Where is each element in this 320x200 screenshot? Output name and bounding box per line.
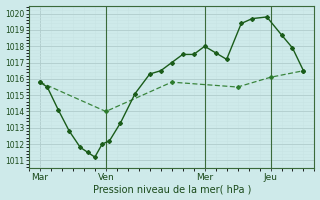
X-axis label: Pression niveau de la mer( hPa ): Pression niveau de la mer( hPa ) [92,184,251,194]
